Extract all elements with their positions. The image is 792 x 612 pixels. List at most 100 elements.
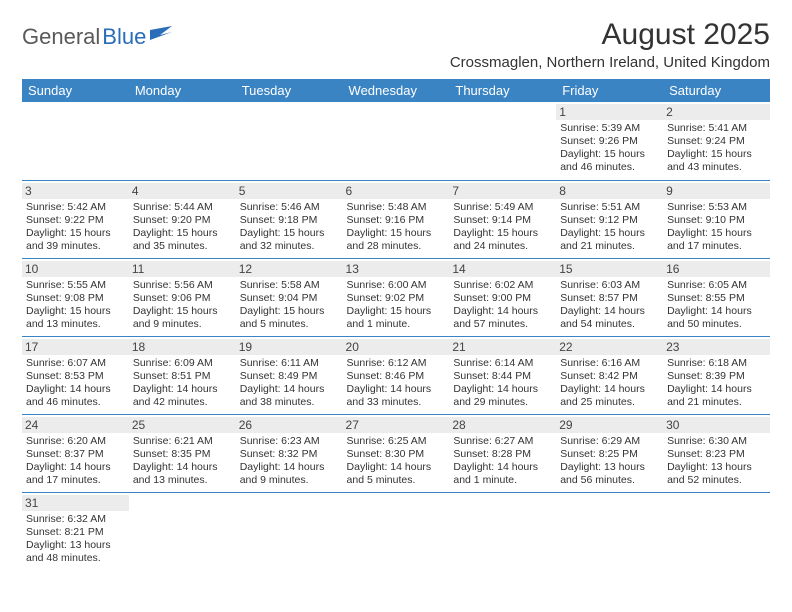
calendar-cell (449, 102, 556, 180)
calendar-cell: 18Sunrise: 6:09 AMSunset: 8:51 PMDayligh… (129, 336, 236, 414)
day-number: 27 (343, 417, 450, 433)
calendar-cell (236, 102, 343, 180)
day-data: Sunrise: 5:39 AMSunset: 9:26 PMDaylight:… (560, 122, 659, 175)
calendar-cell (556, 492, 663, 570)
day-number: 13 (343, 261, 450, 277)
day-number: 15 (556, 261, 663, 277)
calendar-cell (343, 102, 450, 180)
day-data: Sunrise: 5:49 AMSunset: 9:14 PMDaylight:… (453, 201, 552, 254)
calendar-cell: 13 Sunrise: 6:00 AMSunset: 9:02 PMDayligh… (343, 258, 450, 336)
day-data: Sunrise: 6:07 AMSunset: 8:53 PMDaylight:… (26, 357, 125, 410)
day-data: Sunrise: 5:48 AMSunset: 9:16 PMDaylight:… (347, 201, 446, 254)
calendar-cell: 5 Sunrise: 5:46 AMSunset: 9:18 PMDaylight… (236, 180, 343, 258)
day-number: 3 (22, 183, 129, 199)
day-number: 16 (663, 261, 770, 277)
calendar-cell: 26 Sunrise: 6:23 AMSunset: 8:32 PMDayligh… (236, 414, 343, 492)
calendar-cell: 19Sunrise: 6:11 AMSunset: 8:49 PMDayligh… (236, 336, 343, 414)
calendar-cell: 6Sunrise: 5:48 AMSunset: 9:16 PMDaylight… (343, 180, 450, 258)
day-number: 11 (129, 261, 236, 277)
day-data: Sunrise: 5:55 AMSunset: 9:08 PMDaylight:… (26, 279, 125, 332)
day-data: Sunrise: 6:29 AMSunset: 8:25 PMDaylight:… (560, 435, 659, 488)
day-number: 21 (449, 339, 556, 355)
calendar-cell (22, 102, 129, 180)
day-number: 1 (556, 104, 663, 120)
calendar-cell (343, 492, 450, 570)
header: General Blue August 2025 Crossmaglen, No… (22, 18, 770, 71)
day-number: 22 (556, 339, 663, 355)
day-header: Wednesday (343, 79, 450, 102)
day-data: Sunrise: 6:27 AMSunset: 8:28 PMDaylight:… (453, 435, 552, 488)
day-number: 5 (236, 183, 343, 199)
day-header: Saturday (663, 79, 770, 102)
day-number: 8 (556, 183, 663, 199)
calendar-table: SundayMondayTuesdayWednesdayThursdayFrid… (22, 79, 770, 570)
day-number: 26 (236, 417, 343, 433)
calendar-cell: 24 Sunrise: 6:20 AMSunset: 8:37 PMDayligh… (22, 414, 129, 492)
day-data: Sunrise: 6:14 AMSunset: 8:44 PMDaylight:… (453, 357, 552, 410)
calendar-cell: 1 Sunrise: 5:39 AMSunset: 9:26 PMDaylight… (556, 102, 663, 180)
day-number: 4 (129, 183, 236, 199)
day-data: Sunrise: 5:42 AMSunset: 9:22 PMDaylight:… (26, 201, 125, 254)
calendar-cell: 23 Sunrise: 6:18 AMSunset: 8:39 PMDayligh… (663, 336, 770, 414)
day-data: Sunrise: 6:32 AMSunset: 8:21 PMDaylight:… (26, 513, 125, 566)
day-number: 24 (22, 417, 129, 433)
day-number: 23 (663, 339, 770, 355)
location: Crossmaglen, Northern Ireland, United Ki… (450, 54, 770, 71)
day-data: Sunrise: 6:16 AMSunset: 8:42 PMDaylight:… (560, 357, 659, 410)
day-header: Monday (129, 79, 236, 102)
day-data: Sunrise: 6:23 AMSunset: 8:32 PMDaylight:… (240, 435, 339, 488)
day-number: 25 (129, 417, 236, 433)
calendar-cell (449, 492, 556, 570)
calendar-cell: 21 Sunrise: 6:14 AMSunset: 8:44 PMDayligh… (449, 336, 556, 414)
day-data: Sunrise: 5:58 AMSunset: 9:04 PMDaylight:… (240, 279, 339, 332)
calendar-cell: 31 Sunrise: 6:32 AMSunset: 8:21 PMDayligh… (22, 492, 129, 570)
calendar-cell (129, 102, 236, 180)
day-number: 28 (449, 417, 556, 433)
calendar-cell: 22 Sunrise: 6:16 AMSunset: 8:42 PMDayligh… (556, 336, 663, 414)
calendar-cell: 29Sunrise: 6:29 AMSunset: 8:25 PMDayligh… (556, 414, 663, 492)
day-data: Sunrise: 6:05 AMSunset: 8:55 PMDaylight:… (667, 279, 766, 332)
day-data: Sunrise: 6:18 AMSunset: 8:39 PMDaylight:… (667, 357, 766, 410)
calendar-body: 1 Sunrise: 5:39 AMSunset: 9:26 PMDaylight… (22, 102, 770, 570)
calendar-cell: 15 Sunrise: 6:03 AMSunset: 8:57 PMDayligh… (556, 258, 663, 336)
day-header: Tuesday (236, 79, 343, 102)
calendar-cell: 7 Sunrise: 5:49 AMSunset: 9:14 PMDaylight… (449, 180, 556, 258)
day-number: 10 (22, 261, 129, 277)
calendar-cell: 4Sunrise: 5:44 AMSunset: 9:20 PMDaylight… (129, 180, 236, 258)
day-number: 17 (22, 339, 129, 355)
month-title: August 2025 (450, 18, 770, 52)
calendar-cell: 28 Sunrise: 6:27 AMSunset: 8:28 PMDayligh… (449, 414, 556, 492)
day-number: 30 (663, 417, 770, 433)
calendar-cell (663, 492, 770, 570)
day-data: Sunrise: 6:21 AMSunset: 8:35 PMDaylight:… (133, 435, 232, 488)
calendar-cell: 25 Sunrise: 6:21 AMSunset: 8:35 PMDayligh… (129, 414, 236, 492)
calendar-cell: 3 Sunrise: 5:42 AMSunset: 9:22 PMDaylight… (22, 180, 129, 258)
day-header: Thursday (449, 79, 556, 102)
day-data: Sunrise: 5:51 AMSunset: 9:12 PMDaylight:… (560, 201, 659, 254)
calendar-cell: 8 Sunrise: 5:51 AMSunset: 9:12 PMDaylight… (556, 180, 663, 258)
day-header: Friday (556, 79, 663, 102)
calendar-cell: 2Sunrise: 5:41 AMSunset: 9:24 PMDaylight… (663, 102, 770, 180)
day-data: Sunrise: 6:20 AMSunset: 8:37 PMDaylight:… (26, 435, 125, 488)
day-number: 7 (449, 183, 556, 199)
flag-icon (150, 26, 176, 49)
day-data: Sunrise: 5:46 AMSunset: 9:18 PMDaylight:… (240, 201, 339, 254)
day-data: Sunrise: 6:00 AMSunset: 9:02 PMDaylight:… (347, 279, 446, 332)
calendar-cell: 30 Sunrise: 6:30 AMSunset: 8:23 PMDayligh… (663, 414, 770, 492)
calendar-head: SundayMondayTuesdayWednesdayThursdayFrid… (22, 79, 770, 102)
day-data: Sunrise: 6:03 AMSunset: 8:57 PMDaylight:… (560, 279, 659, 332)
day-number: 31 (22, 495, 129, 511)
day-data: Sunrise: 6:11 AMSunset: 8:49 PMDaylight:… (240, 357, 339, 410)
day-data: Sunrise: 6:12 AMSunset: 8:46 PMDaylight:… (347, 357, 446, 410)
day-data: Sunrise: 5:56 AMSunset: 9:06 PMDaylight:… (133, 279, 232, 332)
day-data: Sunrise: 5:53 AMSunset: 9:10 PMDaylight:… (667, 201, 766, 254)
title-block: August 2025 Crossmaglen, Northern Irelan… (450, 18, 770, 71)
calendar-cell: 9Sunrise: 5:53 AMSunset: 9:10 PMDaylight… (663, 180, 770, 258)
logo: General Blue (22, 18, 176, 50)
logo-text-blue: Blue (102, 24, 146, 50)
day-number: 14 (449, 261, 556, 277)
day-data: Sunrise: 6:30 AMSunset: 8:23 PMDaylight:… (667, 435, 766, 488)
day-number: 20 (343, 339, 450, 355)
calendar-cell: 11 Sunrise: 5:56 AMSunset: 9:06 PMDayligh… (129, 258, 236, 336)
day-data: Sunrise: 6:09 AMSunset: 8:51 PMDaylight:… (133, 357, 232, 410)
